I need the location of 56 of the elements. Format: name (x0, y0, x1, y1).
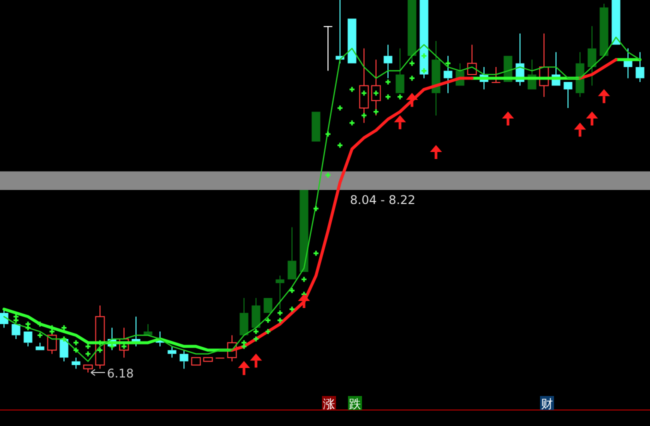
point (446, 60, 450, 66)
point (98, 348, 102, 353)
point (254, 336, 258, 342)
point (86, 351, 90, 356)
candlestick (636, 52, 644, 82)
candlestick (588, 26, 596, 86)
point (338, 142, 342, 148)
point (326, 132, 330, 137)
point (290, 306, 294, 312)
point (266, 318, 270, 323)
candlestick (72, 357, 80, 370)
point (326, 172, 330, 178)
point (410, 60, 414, 66)
text: 涨 (323, 397, 335, 411)
point (386, 94, 390, 100)
candlestick (432, 40, 440, 116)
point (254, 329, 258, 334)
annotation: 6.18 (107, 366, 134, 380)
point (266, 329, 270, 334)
text: 跌 (349, 397, 361, 411)
point (314, 250, 318, 256)
point (278, 318, 282, 323)
point (14, 318, 18, 323)
point (410, 76, 414, 81)
candlestick (384, 44, 392, 79)
point (398, 94, 402, 100)
candlestick (539, 33, 549, 98)
point (278, 310, 282, 316)
candlestick (95, 304, 105, 370)
point (362, 90, 366, 96)
point (314, 206, 318, 212)
point (74, 348, 78, 353)
point (374, 109, 378, 114)
band-label: 8.04 - 8.22 (350, 192, 416, 207)
candlestick (359, 48, 369, 124)
text: 财 (541, 397, 553, 411)
point (350, 120, 354, 126)
candlestick (119, 327, 129, 358)
point (350, 86, 354, 92)
point (386, 79, 390, 84)
point (38, 332, 42, 338)
candlestick (444, 55, 452, 94)
point (338, 106, 342, 111)
point (302, 276, 306, 282)
point (290, 288, 294, 294)
point (422, 68, 426, 74)
candlestick (371, 59, 381, 116)
point (26, 325, 30, 330)
point (74, 340, 78, 346)
point (362, 112, 366, 118)
candlestick (276, 275, 284, 310)
point (242, 344, 246, 349)
point (422, 53, 426, 58)
point (38, 322, 42, 327)
point (62, 325, 66, 330)
point (86, 344, 90, 349)
